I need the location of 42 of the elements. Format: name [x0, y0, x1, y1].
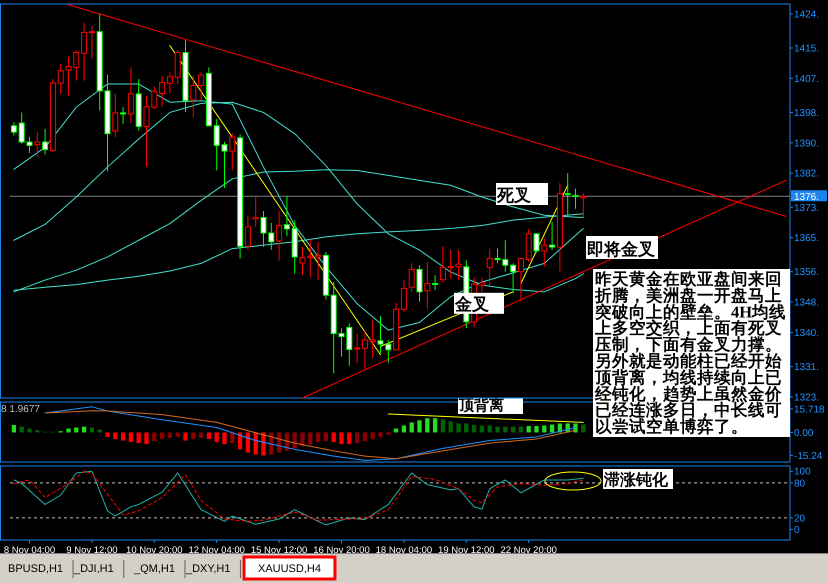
y-tick-label: 1340.	[794, 328, 820, 339]
y-tick-label: 1415.	[794, 43, 820, 54]
y-tick-label: 100	[794, 466, 812, 478]
text: 昨天黄金在欧亚盘间来回折腾，美洲盘一开盘马上突破向上的壁垒。4H均线上多空交织，上面有死叉压制，下面有金叉力撑。另外就是动能柱已经开始顶背离，均线持续向上已经钝化，趋势上虽然金价已经连涨多日，中长线可以尝试空单博弈了。	[595, 270, 786, 436]
y-tick-label: 1398.	[794, 108, 820, 119]
x-tick-label: 22 Nov 20:00	[500, 545, 557, 556]
y-tick-label: 1331.	[794, 362, 820, 374]
y-tick-label: 0	[794, 525, 800, 536]
y-tick-label: 1407.	[794, 74, 820, 85]
x-tick-label: 9 Nov 12:00	[66, 545, 118, 556]
annotation: 金叉	[454, 294, 489, 314]
x-tick-label: 8 Nov 04:00	[4, 545, 56, 556]
y-tick-label: 1365.	[794, 233, 820, 244]
annotation: 死叉	[496, 186, 531, 205]
y-tick-label: 20	[794, 513, 806, 524]
ref-line-label: 1376.	[794, 192, 820, 203]
y-tick-label: 1323.	[794, 392, 820, 404]
y-tick-label: 1424.	[794, 9, 820, 20]
x-tick-label: 12 Nov 04:00	[188, 545, 245, 556]
y-tick-label: 80	[794, 478, 806, 490]
x-tick-label: 18 Nov 04:00	[376, 545, 432, 556]
annotation: 8 1.9677	[1, 404, 40, 415]
text: _DXY,H1	[185, 563, 230, 575]
text: BPUSD,H1	[8, 563, 64, 575]
y-tick-label: 1373.	[794, 202, 820, 214]
y-tick-label: 0.00	[794, 428, 814, 439]
x-tick-label: 10 Nov 20:00	[126, 545, 183, 556]
y-tick-label: 1390.	[794, 138, 820, 150]
text: _DJI,H1	[73, 563, 114, 575]
y-tick-label: -15.24	[794, 450, 823, 462]
annotation: 顶背离	[458, 396, 504, 414]
y-tick-label: 1382.	[794, 168, 820, 180]
x-tick-label: 19 Nov 12:00	[438, 545, 495, 556]
x-tick-label: 15 Nov 12:00	[250, 545, 308, 556]
text: XAUUSD,H4	[258, 563, 321, 575]
x-tick-label: 16 Nov 20:00	[313, 545, 370, 556]
y-tick-label: 15.718	[794, 404, 826, 416]
y-tick-label: 1348.	[794, 298, 820, 309]
text: _QM,H1	[133, 563, 175, 575]
annotation: 即将金叉	[587, 240, 655, 259]
annotation: 滞涨钝化	[603, 471, 669, 489]
y-tick-label: 1356.	[794, 267, 820, 278]
